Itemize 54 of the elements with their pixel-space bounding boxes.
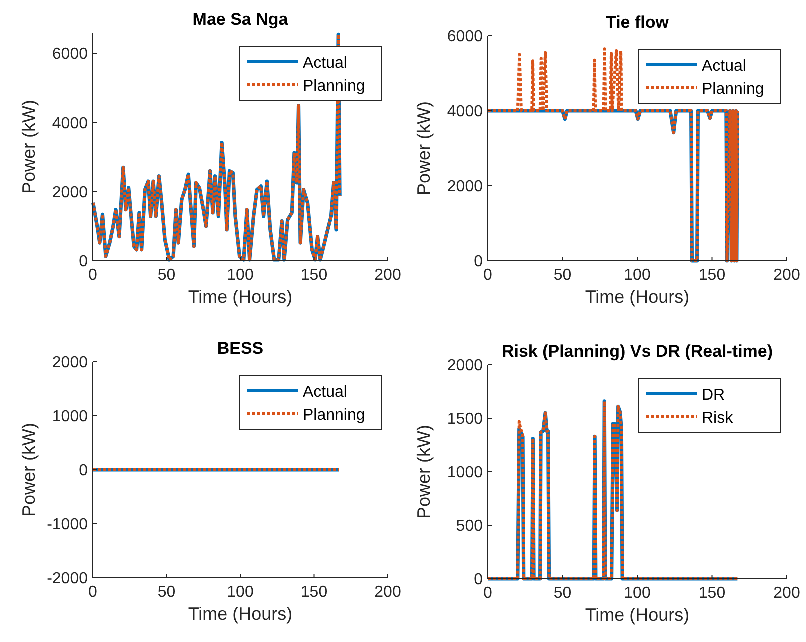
x-tick-label: 150 bbox=[698, 267, 726, 284]
x-tick-label: 150 bbox=[300, 267, 328, 284]
legend-label: Actual bbox=[303, 384, 348, 401]
x-tick-label: 50 bbox=[554, 267, 572, 284]
y-axis-title: Power (kW) bbox=[19, 423, 39, 517]
legend-label: DR bbox=[702, 387, 726, 404]
y-tick-label: 500 bbox=[456, 518, 484, 535]
x-tick-label: 50 bbox=[554, 585, 572, 602]
legend-label: Actual bbox=[303, 55, 348, 72]
y-axis-title: Power (kW) bbox=[414, 102, 434, 196]
y-tick-label: 6000 bbox=[447, 28, 484, 46]
y-tick-label: 2000 bbox=[52, 354, 88, 372]
x-tick-label: 100 bbox=[227, 584, 254, 601]
y-tick-label: 0 bbox=[474, 254, 484, 270]
x-axis-title: Time (Hours) bbox=[188, 287, 293, 307]
y-tick-label: 2000 bbox=[52, 184, 88, 202]
legend-label: Planning bbox=[702, 81, 764, 98]
x-axis-title: Time (Hours) bbox=[188, 604, 293, 624]
x-tick-label: 100 bbox=[624, 585, 651, 602]
y-tick-label: 6000 bbox=[52, 46, 88, 64]
x-tick-label: 100 bbox=[227, 267, 254, 284]
x-tick-label: 200 bbox=[374, 584, 402, 601]
x-tick-label: 200 bbox=[774, 585, 800, 602]
chart-title: Tie flow bbox=[606, 13, 670, 32]
y-tick-label: 4000 bbox=[447, 104, 484, 120]
x-tick-label: 150 bbox=[300, 584, 328, 601]
y-tick-label: 1000 bbox=[52, 408, 88, 426]
y-axis-title: Power (kW) bbox=[414, 425, 434, 519]
chart-title: Mae Sa Nga bbox=[192, 10, 289, 29]
y-tick-label: 4000 bbox=[52, 115, 88, 132]
x-tick-label: 150 bbox=[698, 585, 726, 602]
y-tick-label: 2000 bbox=[447, 358, 484, 374]
x-tick-label: 200 bbox=[774, 267, 800, 284]
x-axis-title: Time (Hours) bbox=[585, 605, 690, 625]
legend-label: Actual bbox=[702, 58, 746, 75]
y-tick-label: 0 bbox=[79, 462, 88, 480]
x-tick-label: 100 bbox=[624, 267, 651, 284]
y-tick-label: 1500 bbox=[447, 411, 484, 428]
x-tick-label: 200 bbox=[374, 267, 402, 284]
x-tick-label: 50 bbox=[158, 584, 176, 601]
y-tick-label: 1000 bbox=[447, 464, 484, 482]
y-tick-label: -1000 bbox=[47, 516, 88, 534]
legend-label: Planning bbox=[303, 78, 366, 95]
chart-title: Risk (Planning) Vs DR (Real-time) bbox=[502, 342, 774, 361]
x-tick-label: 50 bbox=[158, 267, 176, 284]
x-axis-title: Time (Hours) bbox=[585, 287, 690, 307]
y-tick-label: -2000 bbox=[47, 570, 88, 588]
legend-label: Risk bbox=[702, 410, 734, 427]
legend-label: Planning bbox=[303, 407, 366, 424]
y-tick-label: 0 bbox=[79, 254, 88, 270]
y-tick-label: 0 bbox=[474, 572, 484, 588]
y-tick-label: 2000 bbox=[447, 178, 484, 196]
y-axis-title: Power (kW) bbox=[19, 100, 39, 194]
chart-title: BESS bbox=[217, 339, 264, 358]
